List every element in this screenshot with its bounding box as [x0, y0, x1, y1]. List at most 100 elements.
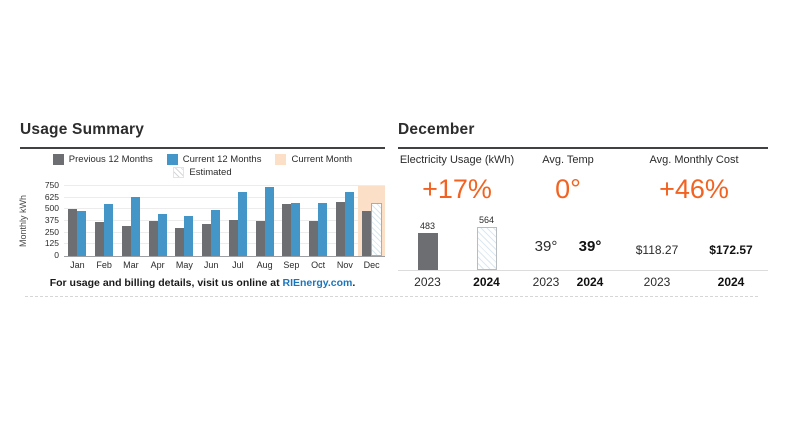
- y-axis-title: Monthly kWh: [18, 186, 34, 256]
- month-label-may: May: [175, 260, 193, 270]
- gridline: [64, 220, 385, 221]
- billing-details-text: For usage and billing details, visit us …: [49, 277, 283, 289]
- december-column-electricity-usage-kwh: Electricity Usage (kWh) +17% 483 564 2023 202…: [398, 154, 516, 289]
- bar-group-mar: [118, 186, 145, 256]
- legend-swatch-peach: [275, 154, 287, 165]
- comparison-value-2024: 39°: [578, 238, 602, 255]
- month-label-apr: Apr: [150, 260, 165, 270]
- bar-group-oct: [305, 186, 332, 256]
- gridline: [64, 185, 385, 186]
- bar-current-feb: [104, 204, 114, 256]
- bar-group-sep: [278, 186, 305, 256]
- bar-group-nov: [332, 186, 359, 256]
- change-value: +46%: [659, 174, 729, 204]
- bar-current-sep: [291, 203, 301, 256]
- december-title: December: [398, 121, 475, 138]
- december-section: December Electricity Usage (kWh) +17% 483 5…: [398, 120, 768, 289]
- chart-legend: Previous 12 Months Current 12 Months Curre…: [20, 154, 385, 178]
- rienergy-link[interactable]: RIEnergy.com: [282, 277, 353, 289]
- bar-previous-jun: [202, 224, 212, 256]
- bar-current-oct: [318, 203, 328, 256]
- legend-label: Current 12 Months: [182, 154, 262, 165]
- y-tick-label: 250: [44, 226, 59, 237]
- year-label-2024: 2024: [473, 275, 500, 289]
- gridline: [64, 196, 385, 198]
- bar-current-mar: [130, 197, 140, 256]
- y-tick-label: 125: [44, 238, 59, 249]
- comparison-value-2023: $118.27: [635, 243, 679, 257]
- bar-current-nov: [344, 192, 354, 256]
- y-axis-ticks: 0 125 250 375 500 625 750: [34, 180, 64, 260]
- legend-row-1: Previous 12 Months Current 12 Months Curre…: [52, 154, 353, 165]
- bar-group-jul: [225, 186, 252, 256]
- bar-previous-nov: [335, 202, 345, 256]
- december-comparison-columns: Electricity Usage (kWh) +17% 483 564 2023 202…: [398, 154, 768, 289]
- bar-previous-dec: [361, 211, 371, 256]
- legend-row-2: Estimated: [173, 167, 232, 178]
- bar-previous-jan: [68, 209, 78, 256]
- year-label-2024: 2024: [717, 275, 745, 289]
- legend-swatch-hatch: [173, 167, 185, 178]
- y-tick-label: 625: [44, 191, 59, 202]
- billing-details-suffix: .: [352, 277, 356, 289]
- comparison-values: 483 564: [398, 214, 516, 270]
- year-labels: 2023 2024: [524, 275, 612, 289]
- x-axis-month-labels: Jan Feb Mar Apr May Jun Jul Aug Sep Oct Nov Dec: [64, 260, 385, 270]
- bar-current-aug: [264, 187, 274, 256]
- month-label-mar: Mar: [123, 260, 139, 270]
- comparison-values: $118.27 $172.57: [620, 214, 768, 270]
- change-value: +17%: [422, 174, 492, 204]
- bar-estimated-dec: [370, 203, 382, 256]
- comparison-value-2024: $172.57: [709, 243, 753, 257]
- y-axis-title-text: Monthly kWh: [18, 194, 28, 248]
- month-label-jun: Jun: [203, 260, 219, 270]
- gridline: [64, 231, 385, 233]
- mini-bar-value-2024: 564: [478, 215, 495, 225]
- column-header: Electricity Usage (kWh): [399, 154, 515, 166]
- december-column-avg-monthly-cost: Avg. Monthly Cost +46% $118.27 $172.57 2023 2…: [620, 154, 768, 289]
- bar-previous-may: [175, 228, 185, 256]
- bar-previous-sep: [282, 204, 292, 256]
- bar-current-apr: [157, 214, 167, 256]
- gridline: [64, 243, 385, 245]
- december-column-avg-temp: Avg. Temp 0° 39° 39° 2023 2024: [524, 154, 612, 289]
- bottom-divider: [25, 296, 758, 297]
- mini-bar-estimated: [476, 227, 497, 270]
- month-label-feb: Feb: [96, 260, 112, 270]
- change-value: 0°: [555, 174, 581, 204]
- legend-item-current-12-months: Current 12 Months: [166, 154, 262, 165]
- legend-item-previous-12-months: Previous 12 Months: [52, 154, 153, 165]
- year-label-2024: 2024: [576, 275, 604, 289]
- legend-label: Current Month: [291, 154, 353, 165]
- month-label-jan: Jan: [70, 260, 85, 270]
- bar-current-jun: [211, 210, 221, 256]
- mini-bar-2024: 564: [476, 215, 497, 270]
- monthly-usage-chart: Monthly kWh 0 125 250 375 500 625 750 Jan Feb Ma…: [18, 180, 385, 270]
- bar-current-may: [184, 216, 194, 256]
- year-labels: 2023 2024: [620, 275, 768, 289]
- bar-current-jan: [77, 211, 87, 256]
- bar-group-aug: [251, 186, 278, 256]
- month-label-aug: Aug: [256, 260, 273, 270]
- bar-previous-feb: [95, 222, 105, 256]
- year-label-2023: 2023: [532, 275, 560, 289]
- y-tick-label: 375: [44, 215, 59, 225]
- column-header: Avg. Temp: [542, 154, 594, 166]
- chart-plot-area: [64, 185, 385, 257]
- bar-previous-jul: [228, 220, 238, 256]
- month-label-dec: Dec: [363, 260, 380, 270]
- usage-summary-title: Usage Summary: [20, 121, 145, 138]
- bar-previous-oct: [309, 221, 319, 256]
- december-underline: [398, 147, 768, 149]
- bar-group-jun: [198, 186, 225, 256]
- bar-current-jul: [237, 192, 247, 256]
- bar-group-feb: [91, 186, 118, 256]
- month-label-sep: Sep: [283, 260, 300, 270]
- legend-swatch-gray: [52, 154, 64, 165]
- comparison-value-2023: 39°: [534, 238, 558, 255]
- y-tick-label: 750: [44, 180, 59, 190]
- year-label-2023: 2023: [643, 275, 671, 289]
- year-label-2023: 2023: [414, 275, 441, 289]
- mini-bar-solid: [417, 233, 438, 270]
- billing-details-note: For usage and billing details, visit us …: [20, 277, 385, 289]
